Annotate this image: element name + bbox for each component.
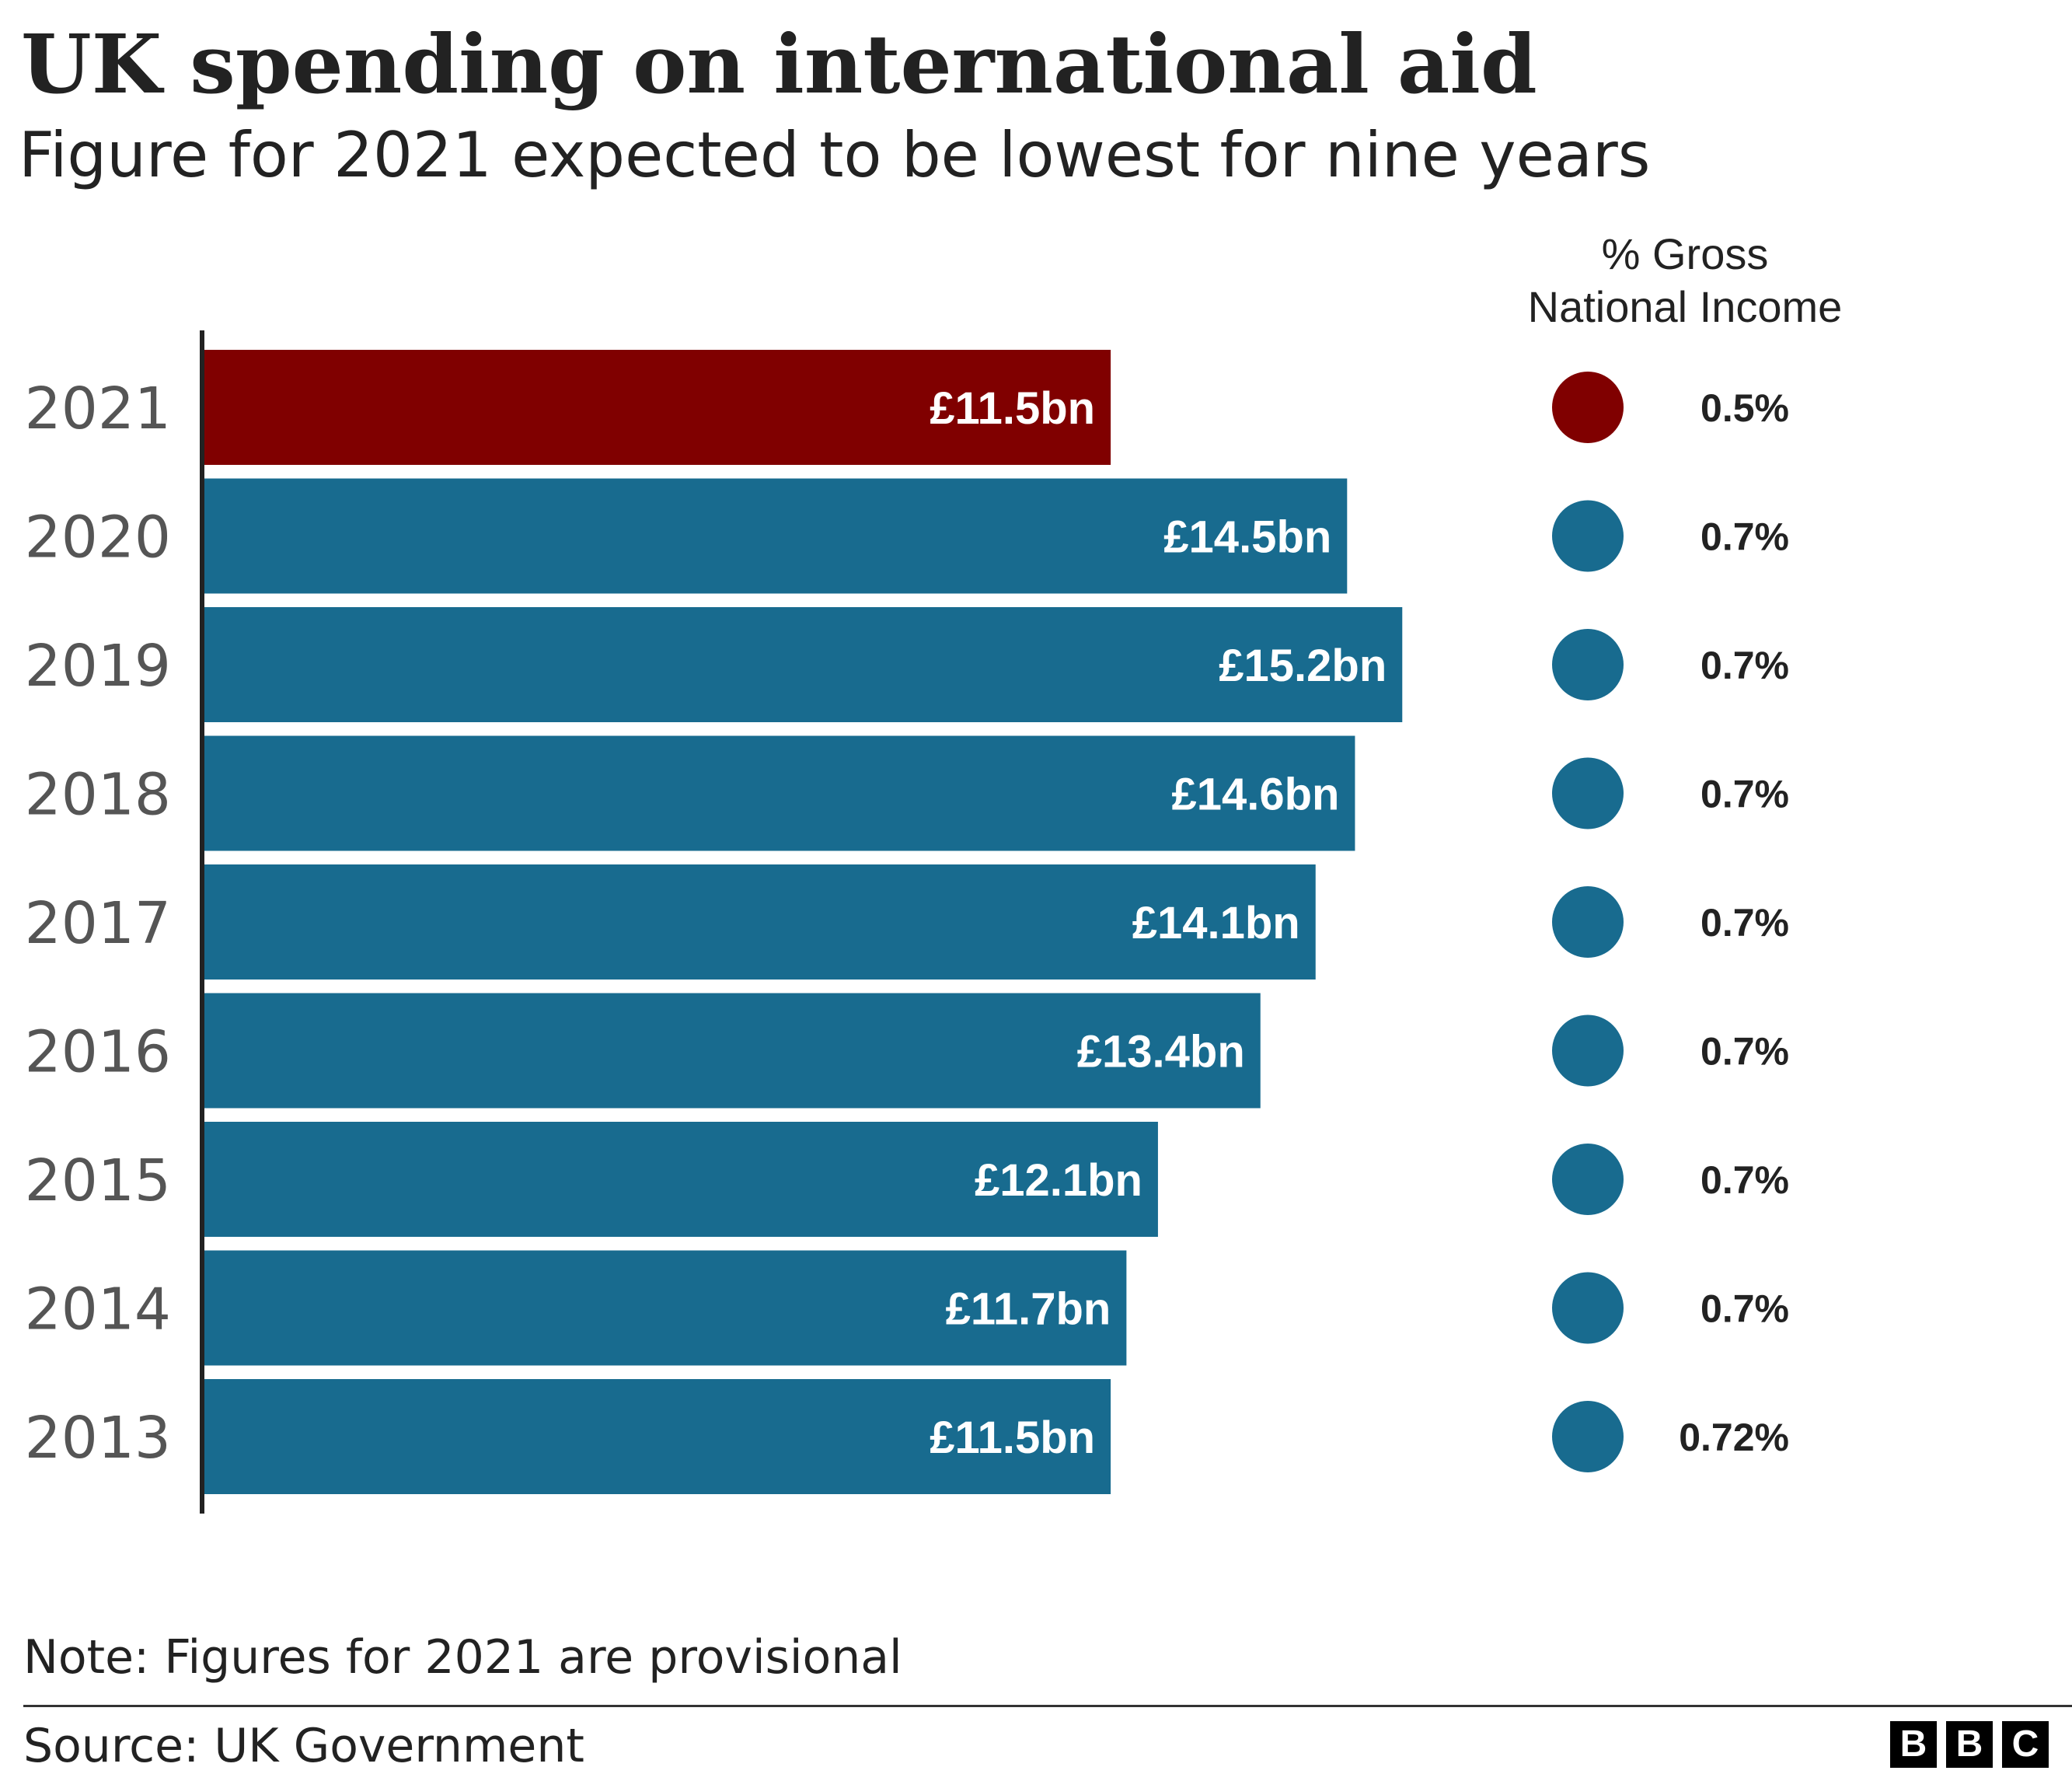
gni-label-2013: 0.72% <box>1679 1416 1789 1459</box>
gni-dot-2019 <box>1552 629 1624 700</box>
bar-2020 <box>204 478 1348 594</box>
bars-group <box>204 350 1403 1494</box>
gni-dot-2021 <box>1552 372 1624 443</box>
gni-label-2016: 0.7% <box>1701 1030 1789 1074</box>
value-label-2013: £11.5bn <box>930 1413 1095 1463</box>
gni-header-line: National Income <box>1528 282 1843 331</box>
gni-dot-2017 <box>1552 886 1624 958</box>
footer-divider <box>23 1705 2072 1707</box>
gni-label-2017: 0.7% <box>1701 901 1789 945</box>
gni-dot-2020 <box>1552 500 1624 572</box>
year-label-2013: 2013 <box>25 1405 171 1472</box>
gni-label-2021: 0.5% <box>1701 386 1789 430</box>
gni-dot-2015 <box>1552 1144 1624 1215</box>
chart-subtitle: Figure for 2021 expected to be lowest fo… <box>19 119 1651 191</box>
year-label-2019: 2019 <box>25 633 171 700</box>
gni-label-2014: 0.7% <box>1701 1287 1789 1331</box>
gni-label-2020: 0.7% <box>1701 515 1789 559</box>
gni-dot-2014 <box>1552 1272 1624 1344</box>
gni-labels-group: 0.5% 0.7% 0.7% 0.7% 0.7% 0.7% 0.7% 0.7% 0.72% <box>1679 386 1789 1459</box>
value-label-2019: £15.2bn <box>1219 641 1387 691</box>
gni-label-2015: 0.7% <box>1701 1158 1789 1202</box>
bar-2021 <box>204 350 1111 465</box>
value-label-2016: £13.4bn <box>1077 1027 1245 1077</box>
bar-2013 <box>204 1379 1111 1494</box>
gni-label-2018: 0.7% <box>1701 773 1789 816</box>
value-label-2021: £11.5bn <box>930 383 1095 434</box>
year-labels-group: 2021 2020 2019 2018 2017 2016 2015 2014 2013 <box>25 375 171 1472</box>
gni-header-line: % Gross <box>1602 229 1769 278</box>
bar-2018 <box>204 735 1355 851</box>
chart-note: Note: Figures for 2021 are provisional <box>23 1630 902 1685</box>
value-label-2018: £14.6bn <box>1171 770 1339 820</box>
gni-dot-2016 <box>1552 1014 1624 1087</box>
year-label-2020: 2020 <box>25 505 171 571</box>
value-labels-group: £11.5bn £14.5bn £15.2bn £14.6bn £14.1bn £13.4… <box>930 383 1387 1463</box>
year-label-2017: 2017 <box>25 890 171 957</box>
bar-2016 <box>204 993 1261 1109</box>
bar-2017 <box>204 864 1316 980</box>
bbc-logo-letter: B <box>1890 1721 1937 1768</box>
value-label-2020: £14.5bn <box>1163 512 1331 563</box>
bbc-logo-letter: C <box>2002 1721 2049 1768</box>
gni-dots-group <box>1552 372 1624 1472</box>
bbc-logo-letter: B <box>1946 1721 1993 1768</box>
gni-dot-2013 <box>1552 1401 1624 1472</box>
bar-2019 <box>204 607 1403 722</box>
value-label-2014: £11.7bn <box>946 1284 1111 1335</box>
gni-label-2019: 0.7% <box>1701 644 1789 687</box>
bar-2014 <box>204 1250 1127 1366</box>
gni-dot-2018 <box>1552 757 1624 829</box>
year-label-2021: 2021 <box>25 375 171 442</box>
year-label-2016: 2016 <box>25 1019 171 1086</box>
year-label-2018: 2018 <box>25 762 171 829</box>
value-label-2017: £14.1bn <box>1132 898 1300 948</box>
bbc-logo: B B C <box>1890 1721 2049 1768</box>
year-label-2015: 2015 <box>25 1147 171 1214</box>
value-label-2015: £12.1bn <box>975 1155 1142 1206</box>
year-label-2014: 2014 <box>25 1276 171 1343</box>
chart-source: Source: UK Government <box>23 1719 584 1773</box>
bar-2015 <box>204 1122 1158 1237</box>
chart-title: UK spending on international aid <box>21 16 1537 112</box>
